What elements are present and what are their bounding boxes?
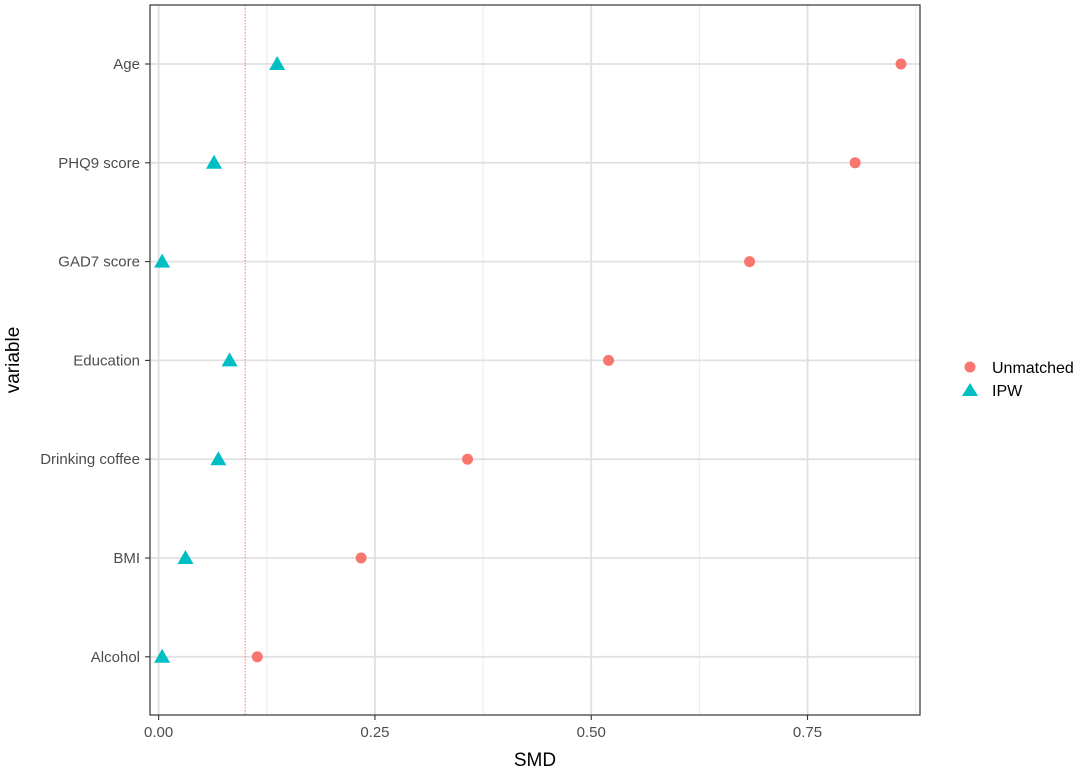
point-ipw	[206, 154, 223, 169]
y-tick-label: BMI	[113, 550, 140, 567]
legend-label-unmatched: Unmatched	[992, 360, 1074, 377]
legend-key-ipw	[962, 383, 978, 396]
point-unmatched	[744, 256, 756, 268]
legend-label-ipw: IPW	[992, 383, 1023, 400]
x-tick-label: 0.50	[577, 724, 606, 741]
x-tick-label: 0.75	[793, 724, 822, 741]
point-unmatched	[895, 58, 907, 70]
y-tick-label: Education	[73, 352, 140, 369]
x-tick-label: 0.00	[144, 724, 173, 741]
y-tick-label: Age	[113, 56, 140, 73]
point-unmatched	[251, 651, 263, 663]
point-unmatched	[355, 552, 367, 564]
x-tick-label: 0.25	[360, 724, 389, 741]
x-axis-title: SMD	[514, 750, 556, 771]
legend: Unmatched IPW	[962, 360, 1074, 400]
point-ipw	[177, 550, 194, 564]
y-axis-ticks: Age PHQ9 score GAD7 score Education Drinking…	[40, 56, 150, 666]
y-axis-title: variable	[3, 327, 24, 394]
point-ipw	[221, 352, 238, 367]
y-tick-label: GAD7 score	[58, 254, 140, 271]
y-tick-label: Alcohol	[91, 649, 140, 666]
point-unmatched	[849, 157, 861, 169]
data-points	[154, 56, 907, 663]
point-ipw	[210, 451, 227, 466]
point-unmatched	[603, 354, 615, 366]
x-axis-ticks: 0.00 0.25 0.50 0.75	[144, 715, 822, 741]
point-unmatched	[462, 453, 474, 465]
point-ipw	[154, 648, 171, 663]
legend-key-unmatched	[964, 361, 976, 373]
point-ipw	[269, 56, 286, 70]
y-tick-label: Drinking coffee	[40, 451, 140, 468]
y-tick-label: PHQ9 score	[58, 155, 140, 172]
point-ipw	[154, 253, 171, 268]
